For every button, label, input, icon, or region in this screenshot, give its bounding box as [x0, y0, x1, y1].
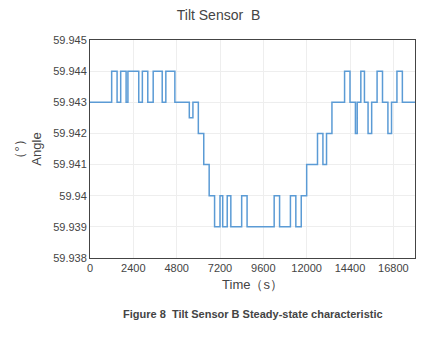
svg-text:Figure 8 Tilt Sensor B Steady: Figure 8 Tilt Sensor B Steady-state char…: [123, 308, 383, 320]
svg-text:2400: 2400: [121, 262, 145, 274]
svg-text:16800: 16800: [378, 262, 409, 274]
svg-text:9600: 9600: [251, 262, 275, 274]
svg-text:7200: 7200: [208, 262, 232, 274]
svg-text:59.944: 59.944: [53, 65, 87, 77]
svg-text:12000: 12000: [291, 262, 322, 274]
svg-text:59.939: 59.939: [53, 221, 87, 233]
svg-text:59.943: 59.943: [53, 96, 87, 108]
svg-text:0: 0: [87, 262, 93, 274]
svg-text:59.94: 59.94: [59, 190, 87, 202]
svg-text:59.942: 59.942: [53, 127, 87, 139]
svg-text:4800: 4800: [164, 262, 188, 274]
svg-text:Time（s）: Time（s）: [222, 277, 283, 292]
svg-text:14400: 14400: [335, 262, 366, 274]
svg-text:Tilt Sensor B: Tilt Sensor B: [177, 7, 261, 23]
svg-text:（°）Angle: （°）Angle: [12, 132, 44, 165]
svg-text:59.945: 59.945: [53, 34, 87, 46]
svg-text:59.938: 59.938: [53, 252, 87, 264]
svg-text:59.941: 59.941: [53, 158, 87, 170]
